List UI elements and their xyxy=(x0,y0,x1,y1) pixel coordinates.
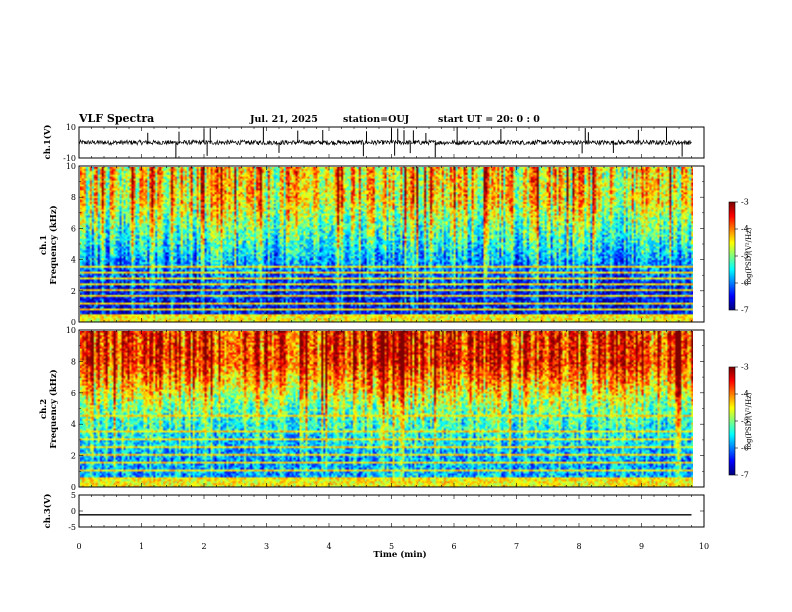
ch2-colorbar-tick-label: -5 xyxy=(741,417,749,426)
ch1-spectrogram-image xyxy=(80,167,693,322)
ch1-spectrogram-ytick-label: 2 xyxy=(71,287,76,296)
ch1-spectrogram-ytick-label: 6 xyxy=(71,224,76,233)
ch1-freq-ylabel: Frequency (kHz) xyxy=(48,205,59,284)
ch1-spectrogram-ytick-label: 4 xyxy=(71,256,76,265)
ch2-spectrogram-ytick-label: 2 xyxy=(71,452,76,461)
ch2-freq-ylabel: Frequency (kHz) xyxy=(48,369,59,448)
ch1-colorbar-tick-label: -5 xyxy=(741,252,749,261)
ch1-spectrogram-ytick-label: 8 xyxy=(71,193,76,202)
x-tick-label: 2 xyxy=(201,542,206,551)
ch2-spectrogram-ytick-label: 4 xyxy=(71,420,76,429)
ch1-waveform-ytick-label: -10 xyxy=(63,154,76,163)
ch1-waveform-trace xyxy=(78,138,692,147)
ch3-waveform-frame xyxy=(78,494,705,528)
ch2-spectrogram-panel: -3 -4 -5 -6 -7 xyxy=(80,331,749,487)
ch2-colorbar-tick-label: -3 xyxy=(741,363,749,372)
ch1-spectrogram-panel: -3 -4 -5 -6 -7 xyxy=(80,167,749,322)
ch1-colorbar-tick-label: -7 xyxy=(741,306,749,315)
station-label: station=OUJ xyxy=(343,114,410,125)
x-tick-label: 7 xyxy=(514,542,519,551)
ch1-waveform-panel xyxy=(78,127,692,158)
ch2-freq-ylabel-prefix: ch.2 xyxy=(39,399,49,419)
ch2-spectrogram-ytick-label: 0 xyxy=(71,483,76,492)
ch1-spectrogram-ytick-label: 0 xyxy=(71,318,76,327)
x-tick-label: 1 xyxy=(139,542,144,551)
ch3-waveform-ytick-label: 0 xyxy=(71,507,76,516)
ch1-colorbar-tick-label: -6 xyxy=(741,279,749,288)
ch1-ylabel: ch.1(V) xyxy=(42,125,53,160)
x-tick-label: 10 xyxy=(699,542,709,551)
x-tick-label: 0 xyxy=(76,542,81,551)
x-tick-label: 3 xyxy=(264,542,269,551)
ch1-freq-ylabel-prefix: ch.1 xyxy=(39,235,49,255)
x-tick-label: 6 xyxy=(451,542,456,551)
ch1-colorbar: log(PSD)(V²/Hz) xyxy=(728,201,753,311)
ch3-waveform-ytick-label: 5 xyxy=(71,491,76,500)
ch2-spectrogram-ytick-label: 6 xyxy=(71,389,76,398)
ch1-colorbar-tick-label: -3 xyxy=(741,198,749,207)
ch1-waveform-ytick-label: 10 xyxy=(66,123,76,132)
start-time-label: start UT = 20: 0 : 0 xyxy=(438,114,540,125)
ch2-colorbar: log(PSD)(V²/Hz) xyxy=(728,366,753,476)
ch2-colorbar-tick-label: -6 xyxy=(741,444,749,453)
ch2-spectrogram-ytick-label: 8 xyxy=(71,357,76,366)
ch2-spectrogram-image xyxy=(80,331,693,487)
x-axis-label: Time (min) xyxy=(373,549,426,560)
ch2-colorbar-label: log(PSD)(V²/Hz) xyxy=(745,392,753,449)
ch1-colorbar-tick-label: -4 xyxy=(741,225,749,234)
x-tick-label: 8 xyxy=(576,542,581,551)
x-tick-label: 9 xyxy=(639,542,644,551)
figure-title: VLF Spectra xyxy=(78,112,154,125)
ch2-spectrogram-ytick-label: 10 xyxy=(66,326,76,335)
x-tick-label: 4 xyxy=(326,542,331,551)
ch2-colorbar-gradient xyxy=(729,367,735,475)
ch1-colorbar-label: log(PSD)(V²/Hz) xyxy=(745,227,753,284)
ch2-colorbar-tick-label: -7 xyxy=(741,471,749,480)
ch1-colorbar-gradient xyxy=(729,202,735,310)
ch1-spectrogram-ytick-label: 10 xyxy=(66,162,76,171)
date-label: Jul. 21, 2025 xyxy=(249,114,318,125)
ch2-colorbar-tick-label: -4 xyxy=(741,390,749,399)
ch3-waveform-ytick-label: -5 xyxy=(68,523,76,532)
x-tick-label: 5 xyxy=(389,542,394,551)
ch3-ylabel: ch.3(V) xyxy=(42,494,53,529)
